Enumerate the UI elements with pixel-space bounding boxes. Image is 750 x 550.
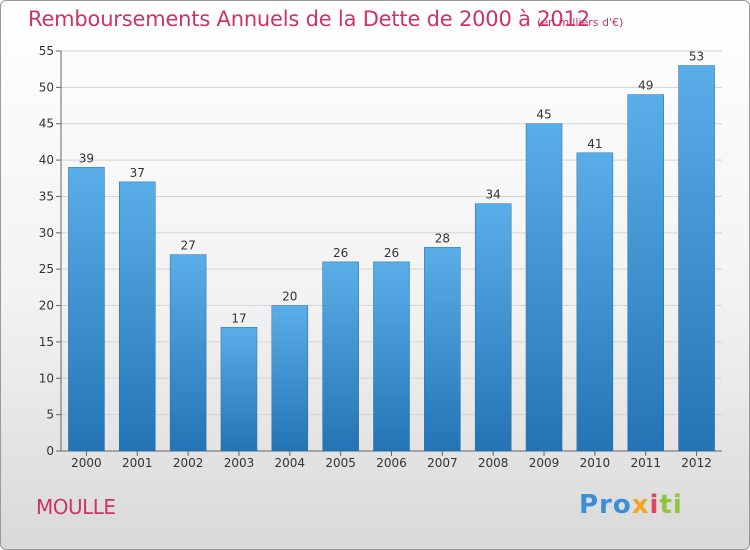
bar-2003 xyxy=(220,327,258,452)
x-tick-label-2001: 2001 xyxy=(122,456,153,470)
y-tick-label: 15 xyxy=(39,335,54,349)
bar-2009 xyxy=(525,123,563,452)
logo-part-1: Pro xyxy=(579,490,632,520)
value-label-2011: 49 xyxy=(638,79,653,93)
bar-2001 xyxy=(119,181,156,452)
y-tick-label: 30 xyxy=(39,226,54,240)
bar-2004 xyxy=(271,305,309,452)
x-tick-label-2002: 2002 xyxy=(173,456,204,470)
chart-subtitle: (en milliers d'€) xyxy=(537,16,624,29)
bar-2005 xyxy=(322,261,359,452)
x-tick-label-2000: 2000 xyxy=(71,456,102,470)
x-tick-label-2004: 2004 xyxy=(275,456,306,470)
x-tick-label-2006: 2006 xyxy=(376,456,407,470)
value-label-2003: 17 xyxy=(231,311,246,325)
x-tick-label-2003: 2003 xyxy=(224,456,255,470)
bar-2011 xyxy=(627,94,664,452)
value-label-2012: 53 xyxy=(689,50,704,64)
labels: 0 5 10 15 20 25 30 35 40 45 50 55 39 2000 37 2001 27 2002… xyxy=(39,44,712,470)
bars xyxy=(68,65,715,452)
y-tick-label: 5 xyxy=(46,408,54,422)
y-tick-label: 50 xyxy=(39,80,54,94)
bar-2010 xyxy=(576,152,614,452)
commune-name: MOULLE xyxy=(36,495,116,519)
y-tick-label: 35 xyxy=(39,189,54,203)
y-tick-label: 20 xyxy=(39,299,54,313)
value-label-2008: 34 xyxy=(486,188,501,202)
value-label-2010: 41 xyxy=(587,137,602,151)
value-label-2001: 37 xyxy=(130,166,145,180)
y-tick-label: 40 xyxy=(39,153,54,167)
y-tick-label: 0 xyxy=(46,444,54,458)
value-label-2006: 26 xyxy=(384,246,399,260)
y-tick-label: 10 xyxy=(39,371,54,385)
bar-2002 xyxy=(169,254,207,452)
logo-part-4: ti xyxy=(659,490,683,520)
x-tick-label-2005: 2005 xyxy=(325,456,356,470)
logo-part-2: x xyxy=(631,490,650,520)
value-label-2002: 27 xyxy=(180,239,195,253)
bar-2007 xyxy=(424,247,461,452)
value-label-2000: 39 xyxy=(79,151,94,165)
bar-2006 xyxy=(373,261,410,452)
logo-part-3: i xyxy=(649,490,660,520)
x-tick-label-2007: 2007 xyxy=(427,456,458,470)
x-tick-label-2008: 2008 xyxy=(478,456,509,470)
value-label-2009: 45 xyxy=(536,108,551,122)
chart-title: Remboursements Annuels de la Dette de 20… xyxy=(28,7,590,31)
y-tick-label: 25 xyxy=(39,262,54,276)
x-tick-label-2012: 2012 xyxy=(681,456,712,470)
x-tick-label-2011: 2011 xyxy=(630,456,661,470)
value-label-2005: 26 xyxy=(333,246,348,260)
y-tick-label: 45 xyxy=(39,117,54,131)
bar-2008 xyxy=(474,203,512,452)
proxiti-logo[interactable]: Proxiti xyxy=(579,490,683,520)
value-label-2004: 20 xyxy=(282,290,297,304)
bar-2012 xyxy=(678,65,715,452)
x-tick-label-2009: 2009 xyxy=(529,456,560,470)
bar-2000 xyxy=(68,167,105,452)
x-tick-label-2010: 2010 xyxy=(580,456,611,470)
value-label-2007: 28 xyxy=(435,231,450,245)
y-tick-label: 55 xyxy=(39,44,54,58)
